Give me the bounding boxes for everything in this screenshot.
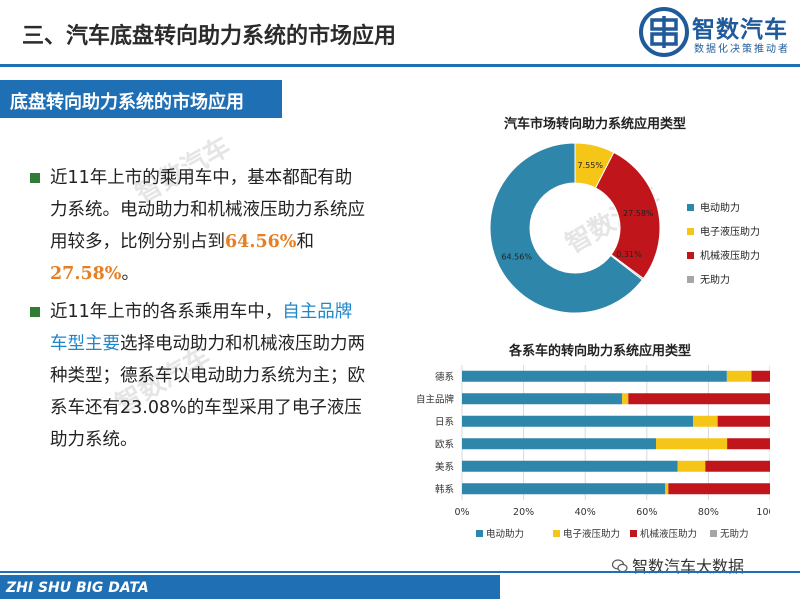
legend-swatch xyxy=(687,252,694,259)
y-category-label: 德系 xyxy=(435,371,454,383)
donut-slice xyxy=(489,142,644,314)
bar-legend-label: 无助力 xyxy=(720,528,749,540)
donut-legend-label: 机械液压助力 xyxy=(700,249,760,262)
legend-swatch xyxy=(687,204,694,211)
logo-tagline: 数据化决策推动者 xyxy=(694,44,790,55)
bar-segment xyxy=(668,483,770,495)
donut-slice xyxy=(594,151,661,280)
bar-segment xyxy=(665,483,669,495)
y-category-label: 自主品牌 xyxy=(416,393,455,405)
legend-swatch xyxy=(630,530,637,537)
bar-segment xyxy=(726,370,752,382)
bullet-text: 和 xyxy=(296,232,314,252)
stacked-bar-chart: 各系车的转向助力系统应用类型 0% 20% 40% 60% 80% 100% 德系自主品牌… xyxy=(416,343,770,540)
y-category-label: 欧系 xyxy=(435,438,454,450)
donut-value-label: 64.56% xyxy=(501,253,532,262)
donut-legend-label: 电子液压助力 xyxy=(700,225,760,238)
y-category-label: 韩系 xyxy=(435,483,454,495)
section-heading: 底盘转向助力系统的市场应用 xyxy=(10,92,244,113)
x-tick-label: 80% xyxy=(698,507,719,518)
donut-chart-title: 汽车市场转向助力系统应用类型 xyxy=(504,116,686,132)
bar-segment xyxy=(751,370,770,382)
bullet-list: 近11年上市的乘用车中，基本都配有助力系统。电动助力和机械液压助力系统应用较多，… xyxy=(30,162,366,462)
bullet-square-icon xyxy=(30,307,40,317)
header: 三、汽车底盘转向助力系统的市场应用 智数汽车 数据化决策推动者 xyxy=(0,0,800,62)
bar-chart-title: 各系车的转向助力系统应用类型 xyxy=(508,343,691,359)
bullet-square-icon xyxy=(30,173,40,183)
bar-segment xyxy=(462,483,666,495)
x-tick-label: 100% xyxy=(756,507,770,518)
legend-swatch xyxy=(687,276,694,283)
bullet-text: 近11年上市的各系乘用车中， xyxy=(50,302,283,322)
donut-chart: 汽车市场转向助力系统应用类型 7.55% 27.58% 0.31% 64.56% 电动… xyxy=(489,116,760,314)
footer-text: ZHI SHU BIG DATA xyxy=(6,580,149,596)
hydraulic-share-highlight: 27.58% xyxy=(50,264,122,284)
donut-legend-label: 电动助力 xyxy=(700,201,740,214)
y-category-label: 日系 xyxy=(435,417,454,428)
donut-legend-label: 无助力 xyxy=(700,273,730,286)
donut-value-label: 0.31% xyxy=(616,250,642,259)
x-tick-label: 60% xyxy=(636,507,657,518)
bar-segment xyxy=(677,460,706,472)
bullet-item: 近11年上市的各系乘用车中，自主品牌车型主要选择电动助力和机械液压助力两种类型；… xyxy=(30,296,366,456)
y-category-label: 美系 xyxy=(435,461,454,473)
footer: ZHI SHU BIG DATA xyxy=(0,571,800,599)
page-title: 三、汽车底盘转向助力系统的市场应用 xyxy=(22,24,397,49)
legend-swatch xyxy=(710,530,717,537)
domestic-brand-highlight: 自主品牌车型主要 xyxy=(50,302,353,354)
bullet-text: 近11年上市的乘用车中，基本都配有助力系统。电动助力和机械液压助力系统应用较多，… xyxy=(50,168,365,252)
brand-logo: 智数汽车 数据化决策推动者 xyxy=(636,4,796,60)
logo-name: 智数汽车 xyxy=(692,17,788,43)
x-tick-label: 0% xyxy=(454,507,469,518)
bar-segment xyxy=(628,393,770,405)
bar-segment xyxy=(656,438,728,450)
wechat-icon xyxy=(612,559,628,573)
bar-segment xyxy=(727,438,770,450)
bar-segment xyxy=(717,415,770,427)
x-tick-label: 40% xyxy=(575,507,596,518)
legend-swatch xyxy=(687,228,694,235)
footer-line xyxy=(0,571,800,573)
donut-value-label: 7.55% xyxy=(578,161,604,170)
bar-segment xyxy=(462,393,623,405)
donut-value-label: 27.58% xyxy=(623,209,654,218)
bar-segment xyxy=(622,393,629,405)
x-tick-label: 20% xyxy=(513,507,534,518)
legend-swatch xyxy=(476,530,483,537)
bullet-text: 。 xyxy=(121,264,139,284)
electric-share-highlight: 64.56% xyxy=(225,232,297,252)
bar-segment xyxy=(462,460,678,472)
header-divider xyxy=(0,64,800,67)
legend-swatch xyxy=(553,530,560,537)
bar-legend-label: 电动助力 xyxy=(486,528,524,540)
bar-legend-label: 机械液压助力 xyxy=(640,528,697,540)
bar-segment xyxy=(462,370,727,382)
bullet-item: 近11年上市的乘用车中，基本都配有助力系统。电动助力和机械液压助力系统应用较多，… xyxy=(30,162,366,290)
section-heading-bar: 底盘转向助力系统的市场应用 xyxy=(0,80,282,118)
logo-icon xyxy=(639,7,689,57)
bar-segment xyxy=(462,415,693,427)
footer-bar: ZHI SHU BIG DATA xyxy=(0,575,500,599)
bar-segment xyxy=(705,460,770,472)
bullet-text: 选择电动助力和机械液压助力两种类型；德系车以电动助力系统为主；欧系车还有23.0… xyxy=(50,334,365,450)
bar-segment xyxy=(462,438,657,450)
bar-legend-label: 电子液压助力 xyxy=(563,528,620,540)
bar-segment xyxy=(693,415,718,427)
